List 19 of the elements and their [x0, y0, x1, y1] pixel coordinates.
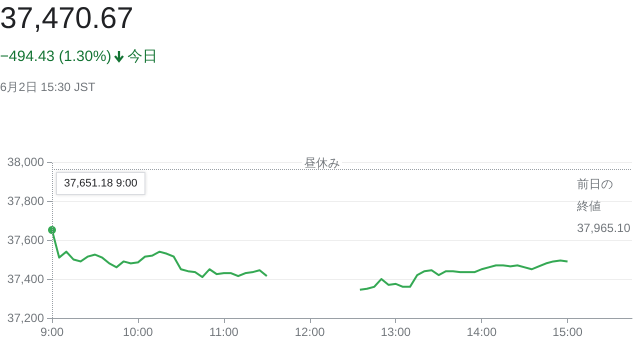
- x-tick-label: 9:00: [40, 325, 64, 339]
- annotation: 昼休み: [304, 156, 340, 170]
- x-tick-label: 13:00: [380, 325, 412, 339]
- x-tick-label: 10:00: [122, 325, 154, 339]
- annotation: 37,651.18 9:00: [64, 178, 138, 190]
- y-tick-label: 37,600: [7, 233, 44, 247]
- text: 今日: [127, 47, 158, 66]
- chart-title: 37,470.67: [0, 2, 134, 36]
- chart-subtitle: −494.43 (1.30%): [0, 48, 112, 65]
- y-tick-label: 37,800: [7, 194, 44, 208]
- y-tick-label: 38,000: [7, 155, 44, 169]
- y-tick-label: 37,200: [7, 311, 44, 325]
- x-tick-label: 14:00: [466, 325, 497, 339]
- x-tick-label: 15:00: [552, 325, 583, 339]
- text: 6月2日 15:30 JST: [0, 79, 96, 96]
- x-tick-label: 11:00: [209, 325, 239, 339]
- y-tick-label: 37,400: [7, 272, 44, 286]
- ref-line-label: 前日の終値 37,965.10: [577, 176, 630, 237]
- x-tick-label: 12:00: [294, 325, 326, 339]
